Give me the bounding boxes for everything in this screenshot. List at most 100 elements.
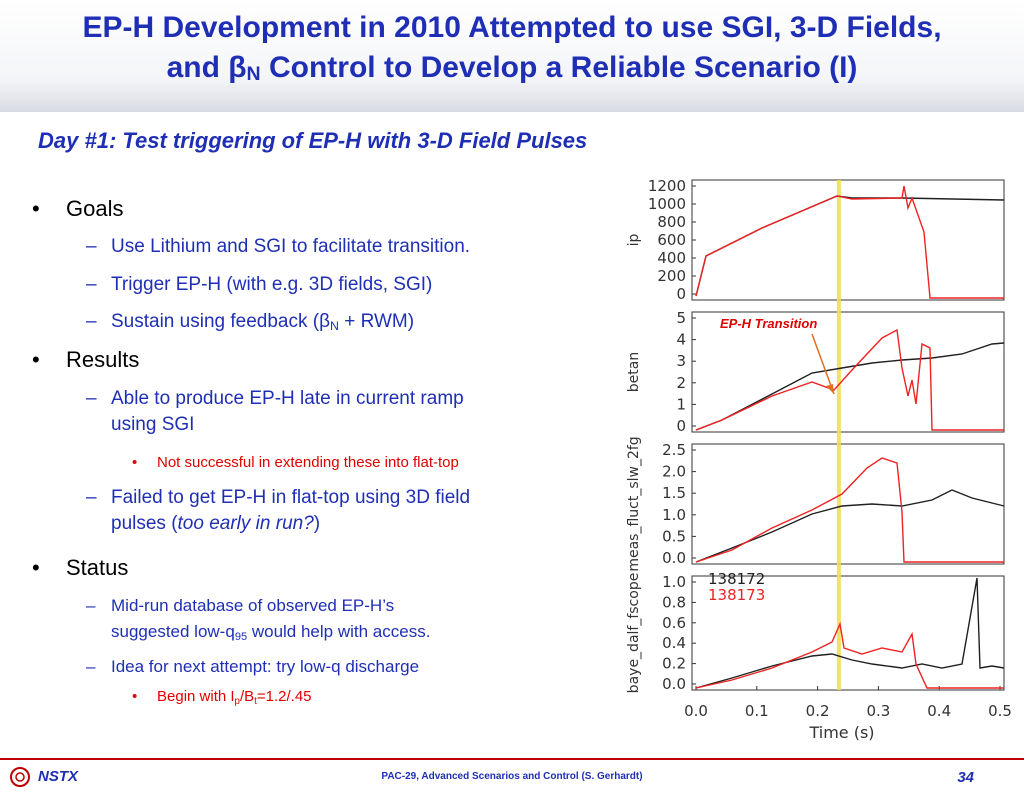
x-tick-label: 0.3 [866,702,890,720]
results-item-2-line-2-pre: pulses ( [111,513,178,534]
goals-item-1-text: Use Lithium and SGI to facilitate transi… [111,236,471,257]
dash-marker: – [86,388,97,409]
goals-item-3-post: + RWM) [338,311,415,332]
x-tick-label: 0.4 [927,702,951,720]
bullet-marker: • [132,454,138,471]
x-tick-label: 0.1 [745,702,769,720]
nstx-logo-icon [10,767,30,787]
legend-entry: 138173 [708,586,765,604]
y-tick-label: 0.2 [662,655,686,673]
status-item-1-text: Mid-run database of observed EP-H’s sugge… [111,593,430,650]
ip-subscript: p [234,696,240,707]
title-line-2-post: Control to Develop a Reliable Scenario (… [260,51,858,84]
y-axis-label: baye_dalf_fscope [626,573,642,694]
panel-frame [691,179,1005,301]
y-axis-label: meas_fluct_slw_2fg [626,436,642,571]
y-tick-labels: 1200100080060040020005432102.52.01.51.00… [648,177,686,693]
time-trace-figure: 1200 1000 800 600 400 200 0 5 4 3 2 1 0 2.5 2.0 1.5 1.0 0… [612,168,1024,750]
x-tick-labels: 0.0 0.1 0.2 0.3 0.4 0.5 [684,702,1012,720]
dash-marker: – [86,311,97,332]
y-tick-label: 600 [657,231,686,249]
page-number: 34 [957,769,974,786]
panel-frames [691,179,1005,691]
y-tick-label: 5 [676,309,686,327]
nstx-logo: NSTX [8,766,100,788]
y-tick-label: 2.0 [662,463,686,481]
y-tick-label: 1.0 [662,506,686,524]
trace-line [695,342,1005,431]
status-item-1-line-2-post: would help with access. [247,622,431,641]
y-tick-label: 1.5 [662,484,686,502]
panel-frame [691,311,1005,433]
y-tick-label: 0 [676,417,686,435]
bullet-marker: • [32,347,40,372]
bullet-marker: • [32,555,40,580]
bt-subscript: t [254,696,257,707]
title-line-1: EP-H Development in 2010 Attempted to us… [82,11,942,44]
dash-marker: – [86,274,97,295]
bullet-status-label: Status [66,555,129,580]
x-tick-label: 0.5 [988,702,1012,720]
y-tick-label: 4 [676,331,686,349]
slide-title: EP-H Development in 2010 Attempted to us… [0,8,1024,94]
y-axis-label: betan [626,352,642,392]
status-item-2-text: Idea for next attempt: try low-q dischar… [111,657,420,676]
status-subitem-post: =1.2/.45 [256,688,312,705]
beta-subscript: N [330,319,339,333]
bullet-marker: • [132,688,138,705]
time-trace-plot: 1200100080060040020005432102.52.01.51.00… [626,177,1012,742]
title-line-2-pre: and [166,51,229,84]
status-item-1-line-2-pre: suggested low-q [111,622,235,641]
y-tick-label: 2.5 [662,441,686,459]
dash-marker: – [86,657,96,676]
y-tick-label: 0.5 [662,527,686,545]
annotation-arrow [811,333,835,395]
y-axis-label: ip [626,234,642,247]
results-item-1-text: Able to produce EP-H late in current ram… [111,386,464,438]
arrowhead [826,384,834,394]
y-tick-label: 0.4 [662,634,686,652]
footer-text: PAC-29, Advanced Scenarios and Control (… [381,771,643,782]
q95-subscript: 95 [234,631,248,643]
results-item-1-line-1: Able to produce EP-H late in current ram… [111,388,464,409]
footer-divider [0,758,1024,760]
bullet-content: • Goals – Use Lithium and SGI to facilit… [32,196,471,707]
trace-line [695,457,1004,563]
y-tick-label: 1.0 [662,573,686,591]
y-tick-label: 1200 [648,177,686,195]
results-item-1-line-2: using SGI [111,414,195,435]
header-band [0,0,1024,112]
trace-line [695,185,1004,299]
results-item-2-line-1: Failed to get EP-H in flat-top using 3D … [111,487,471,508]
title-beta-symbol: β [228,51,247,84]
goals-item-2-text: Trigger EP-H (with e.g. 3D fields, SGI) [111,274,433,295]
y-tick-label: 400 [657,249,686,267]
status-subitem-1-text: Begin with Ip/Bt=1.2/.45 [157,688,312,707]
results-item-2-line-2-post: ) [313,513,321,534]
y-tick-label: 0 [676,285,686,303]
footer [0,760,1024,791]
x-tick-label: 0.0 [684,702,708,720]
y-tick-label: 0.0 [662,675,686,693]
bullet-marker: • [32,196,40,221]
ep-h-transition-label: EP-H Transition [720,316,817,331]
y-tick-label: 800 [657,213,686,231]
dash-marker: – [86,236,97,257]
title-line-2: and βN Control to Develop a Reliable Sce… [0,48,1024,94]
y-axis-labels: ip betan meas_fluct_slw_2fg baye_dalf_fscop… [626,234,642,694]
y-tick-label: 1 [676,395,686,413]
dash-marker: – [86,487,97,508]
nstx-logo-text: NSTX [38,768,79,785]
trace-line [695,621,1004,689]
title-beta-subscript: N [246,63,261,85]
legend-entry: 138172 [708,570,765,588]
y-tick-label: 200 [657,267,686,285]
y-tick-label: 1000 [648,195,686,213]
results-item-2-text: Failed to get EP-H in flat-top using 3D … [111,485,470,537]
x-tick-label: 0.2 [806,702,830,720]
y-tick-label: 2 [676,374,686,392]
dash-marker: – [86,596,96,615]
trace-line [695,489,1005,563]
y-tick-label: 0.0 [662,549,686,567]
